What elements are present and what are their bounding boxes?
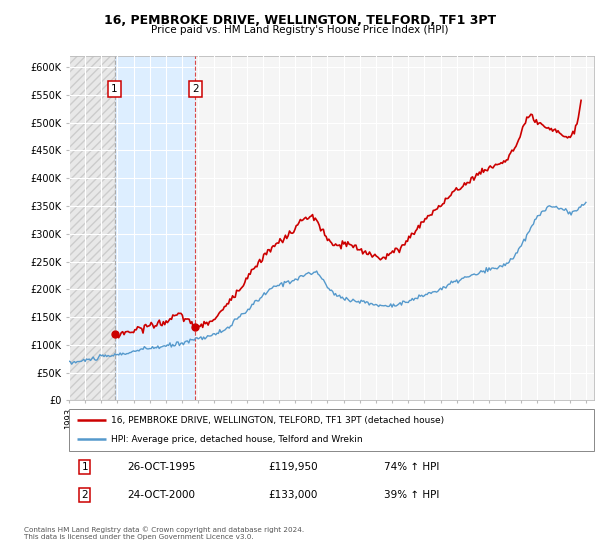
Text: £119,950: £119,950: [269, 462, 318, 472]
Text: 39% ↑ HPI: 39% ↑ HPI: [384, 490, 439, 500]
Text: HPI: Average price, detached house, Telford and Wrekin: HPI: Average price, detached house, Telf…: [111, 435, 362, 444]
Text: Price paid vs. HM Land Registry's House Price Index (HPI): Price paid vs. HM Land Registry's House …: [151, 25, 449, 35]
Bar: [69, 56, 115, 400]
Bar: [69, 56, 115, 400]
Text: 26-OCT-1995: 26-OCT-1995: [127, 462, 195, 472]
Bar: [115, 56, 196, 400]
Text: £133,000: £133,000: [269, 490, 318, 500]
Text: Contains HM Land Registry data © Crown copyright and database right 2024.
This d: Contains HM Land Registry data © Crown c…: [24, 526, 304, 540]
Text: 2: 2: [82, 490, 88, 500]
Text: 16, PEMBROKE DRIVE, WELLINGTON, TELFORD, TF1 3PT: 16, PEMBROKE DRIVE, WELLINGTON, TELFORD,…: [104, 14, 496, 27]
Text: 16, PEMBROKE DRIVE, WELLINGTON, TELFORD, TF1 3PT (detached house): 16, PEMBROKE DRIVE, WELLINGTON, TELFORD,…: [111, 416, 444, 424]
Text: 1: 1: [82, 462, 88, 472]
Text: 74% ↑ HPI: 74% ↑ HPI: [384, 462, 439, 472]
Text: 2: 2: [192, 83, 199, 94]
Text: 24-OCT-2000: 24-OCT-2000: [127, 490, 195, 500]
Text: 1: 1: [111, 83, 118, 94]
